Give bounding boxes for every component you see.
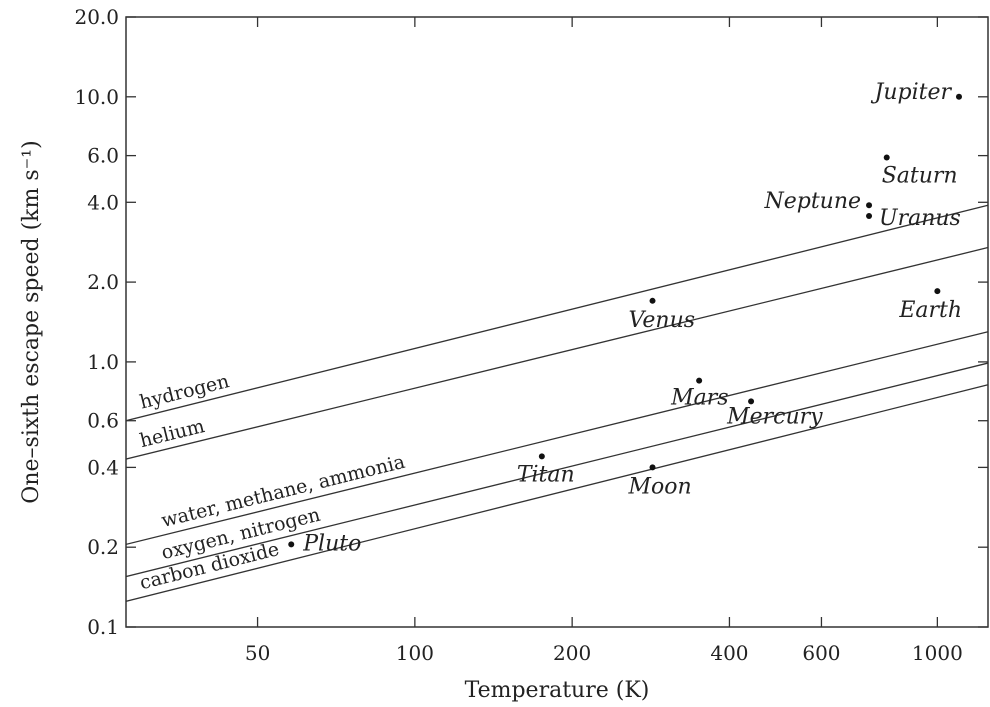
point-titan [538, 453, 545, 460]
planet-points [288, 93, 962, 548]
y-tick-label-6.0: 6.0 [87, 144, 119, 168]
x-tick-label-50: 50 [245, 641, 270, 665]
y-tick-label-0.1: 0.1 [87, 615, 119, 639]
point-moon [649, 464, 656, 471]
label-moon: Moon [628, 474, 692, 499]
gas-curves [125, 204, 989, 602]
point-uranus [866, 213, 873, 220]
x-tick-label-600: 600 [802, 641, 840, 665]
plot-frame [125, 16, 989, 628]
y-axis-title: One–sixth escape speed (km s⁻¹) [19, 140, 44, 503]
y-tick-label-4.0: 4.0 [87, 190, 119, 214]
label-neptune: Neptune [763, 189, 861, 214]
curve-water-methane-ammonia [125, 331, 989, 545]
y-tick-label-0.2: 0.2 [87, 535, 119, 559]
point-pluto [288, 541, 295, 548]
label-earth: Earth [898, 298, 962, 323]
label-titan: Titan [517, 462, 575, 487]
label-uranus: Uranus [879, 206, 961, 231]
point-jupiter [955, 93, 962, 100]
label-pluto: Pluto [302, 531, 361, 556]
curve-carbon-dioxide [125, 384, 989, 602]
curve-hydrogen [125, 204, 989, 422]
label-venus: Venus [629, 308, 696, 333]
y-tick-label-10.0: 10.0 [74, 85, 119, 109]
curve-label-helium: helium [138, 415, 207, 452]
curve-helium [125, 246, 989, 460]
point-saturn [883, 154, 890, 161]
label-jupiter: Jupiter [871, 80, 953, 105]
x-tick-label-100: 100 [396, 641, 434, 665]
y-tick-label-0.6: 0.6 [87, 409, 119, 433]
label-mercury: Mercury [726, 404, 823, 429]
curve-oxygen-nitrogen [125, 362, 989, 578]
point-venus [649, 297, 656, 304]
x-tick-label-200: 200 [553, 641, 591, 665]
point-mars [696, 377, 703, 384]
y-tick-label-1.0: 1.0 [87, 350, 119, 374]
x-axis-title: Temperature (K) [465, 678, 650, 703]
point-neptune [866, 202, 873, 209]
axis-ticks: 50 100 200 400 600 1000 0.1 0.2 0.4 0.6 1.0 2.0 4.0 6… [74, 5, 988, 665]
label-saturn: Saturn [882, 164, 958, 189]
point-earth [934, 288, 941, 295]
y-tick-label-0.4: 0.4 [87, 455, 119, 479]
y-tick-label-20.0: 20.0 [74, 5, 119, 29]
curve-label-hydrogen: hydrogen [138, 370, 232, 413]
label-mars: Mars [670, 386, 728, 411]
y-tick-label-2.0: 2.0 [87, 270, 119, 294]
x-tick-label-1000: 1000 [912, 641, 963, 665]
point-mercury [748, 398, 755, 405]
x-tick-label-400: 400 [710, 641, 748, 665]
